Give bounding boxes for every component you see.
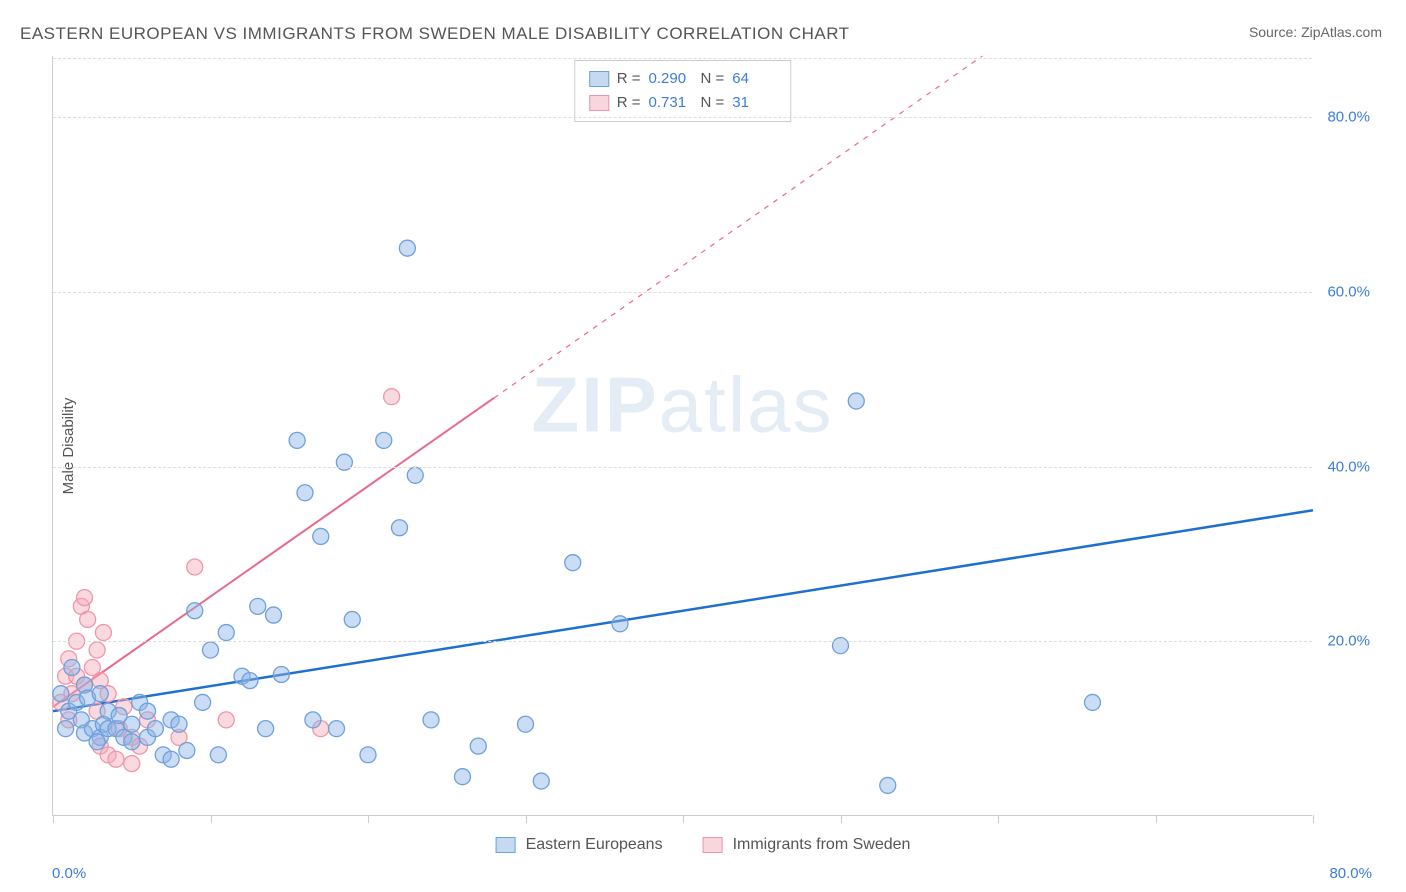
gridline-h bbox=[53, 292, 1312, 293]
bottom-legend-label-1: Eastern Europeans bbox=[526, 836, 663, 854]
x-tick bbox=[1156, 815, 1157, 823]
data-point bbox=[273, 666, 289, 682]
data-point bbox=[313, 528, 329, 544]
bottom-legend-item-1: Eastern Europeans bbox=[496, 836, 663, 854]
data-point bbox=[565, 555, 581, 571]
scatter-plot-svg bbox=[53, 56, 1312, 815]
data-point bbox=[880, 777, 896, 793]
data-point bbox=[1085, 694, 1101, 710]
data-point bbox=[344, 611, 360, 627]
data-point bbox=[242, 673, 258, 689]
x-tick-start: 0.0% bbox=[52, 865, 86, 882]
x-tick bbox=[526, 815, 527, 823]
y-tick-label: 40.0% bbox=[1327, 458, 1370, 475]
y-tick-label: 60.0% bbox=[1327, 283, 1370, 300]
data-point bbox=[612, 616, 628, 632]
legend-row-series2: R = 0.731 N = 31 bbox=[589, 91, 777, 115]
data-point bbox=[163, 751, 179, 767]
plot-area: ZIPatlas R = 0.290 N = 64 R = 0.731 N = … bbox=[52, 56, 1312, 816]
data-point bbox=[399, 240, 415, 256]
y-tick-label: 80.0% bbox=[1327, 109, 1370, 126]
source-attribution: Source: ZipAtlas.com bbox=[1249, 24, 1382, 40]
data-point bbox=[187, 559, 203, 575]
data-point bbox=[140, 703, 156, 719]
r-value-1: 0.290 bbox=[649, 67, 693, 91]
data-point bbox=[258, 721, 274, 737]
data-point bbox=[392, 520, 408, 536]
data-point bbox=[203, 642, 219, 658]
data-point bbox=[108, 751, 124, 767]
data-point bbox=[407, 467, 423, 483]
gridline-h bbox=[53, 467, 1312, 468]
data-point bbox=[305, 712, 321, 728]
x-tick bbox=[683, 815, 684, 823]
data-point bbox=[89, 642, 105, 658]
n-label-2: N = bbox=[701, 91, 725, 115]
data-point bbox=[187, 603, 203, 619]
data-point bbox=[533, 773, 549, 789]
bottom-legend-item-2: Immigrants from Sweden bbox=[703, 836, 911, 854]
x-tick bbox=[841, 815, 842, 823]
data-point bbox=[124, 716, 140, 732]
data-point bbox=[147, 721, 163, 737]
data-point bbox=[53, 686, 69, 702]
r-label-2: R = bbox=[617, 91, 641, 115]
r-label-1: R = bbox=[617, 67, 641, 91]
data-point bbox=[171, 716, 187, 732]
data-point bbox=[833, 638, 849, 654]
gridline-h bbox=[53, 117, 1312, 118]
x-tick bbox=[368, 815, 369, 823]
gridline-h bbox=[53, 641, 1312, 642]
n-value-1: 64 bbox=[732, 67, 776, 91]
x-tick bbox=[53, 815, 54, 823]
n-label-1: N = bbox=[701, 67, 725, 91]
data-point bbox=[329, 721, 345, 737]
swatch-pink-icon bbox=[589, 95, 609, 111]
data-point bbox=[423, 712, 439, 728]
x-tick-end: 80.0% bbox=[1329, 865, 1372, 882]
data-point bbox=[455, 769, 471, 785]
bottom-legend: Eastern Europeans Immigrants from Sweden bbox=[496, 836, 911, 854]
data-point bbox=[77, 590, 93, 606]
n-value-2: 31 bbox=[732, 91, 776, 115]
swatch-pink-icon bbox=[703, 837, 723, 853]
data-point bbox=[95, 625, 111, 641]
x-tick bbox=[998, 815, 999, 823]
data-point bbox=[266, 607, 282, 623]
r-value-2: 0.731 bbox=[649, 91, 693, 115]
data-point bbox=[218, 712, 234, 728]
data-point bbox=[210, 747, 226, 763]
data-point bbox=[58, 721, 74, 737]
correlation-legend: R = 0.290 N = 64 R = 0.731 N = 31 bbox=[574, 60, 792, 122]
data-point bbox=[848, 393, 864, 409]
swatch-blue-icon bbox=[589, 71, 609, 87]
data-point bbox=[297, 485, 313, 501]
y-tick-label: 20.0% bbox=[1327, 633, 1370, 650]
data-point bbox=[336, 454, 352, 470]
x-tick bbox=[1313, 815, 1314, 823]
data-point bbox=[250, 598, 266, 614]
regression-line bbox=[53, 398, 494, 707]
data-point bbox=[384, 389, 400, 405]
chart-title: EASTERN EUROPEAN VS IMMIGRANTS FROM SWED… bbox=[20, 24, 850, 44]
data-point bbox=[124, 734, 140, 750]
data-point bbox=[289, 432, 305, 448]
gridline-h bbox=[53, 58, 1312, 59]
data-point bbox=[124, 756, 140, 772]
legend-row-series1: R = 0.290 N = 64 bbox=[589, 67, 777, 91]
bottom-legend-label-2: Immigrants from Sweden bbox=[733, 836, 911, 854]
x-tick bbox=[211, 815, 212, 823]
data-point bbox=[89, 734, 105, 750]
data-point bbox=[195, 694, 211, 710]
data-point bbox=[360, 747, 376, 763]
swatch-blue-icon bbox=[496, 837, 516, 853]
data-point bbox=[92, 686, 108, 702]
data-point bbox=[470, 738, 486, 754]
data-point bbox=[80, 611, 96, 627]
data-point bbox=[218, 625, 234, 641]
data-point bbox=[179, 742, 195, 758]
data-point bbox=[376, 432, 392, 448]
data-point bbox=[64, 659, 80, 675]
data-point bbox=[518, 716, 534, 732]
